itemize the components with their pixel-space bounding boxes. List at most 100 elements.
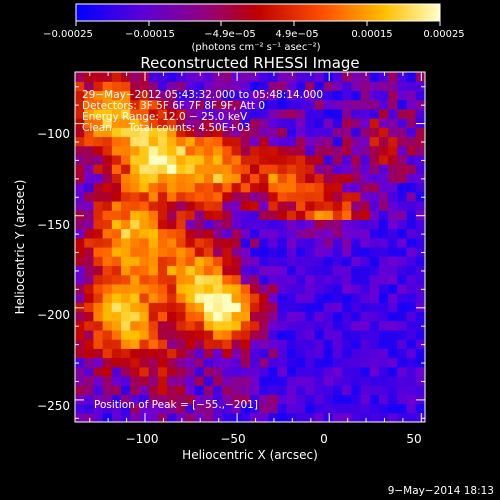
y-tick-labels: −100 −150 −200 −250 <box>37 127 70 413</box>
heatmap-cell <box>296 348 306 359</box>
heatmap-cell <box>277 200 288 211</box>
heatmap-cell <box>332 247 343 257</box>
heatmap-cell <box>203 210 214 220</box>
heatmap-cell <box>84 412 95 422</box>
heatmap-cell <box>250 118 260 128</box>
heatmap-cell <box>111 72 122 82</box>
heatmap-cell <box>351 173 362 184</box>
heatmap-cell <box>139 81 150 92</box>
heatmap-cell <box>121 81 131 92</box>
heatmap-cell <box>84 191 95 202</box>
heatmap-cell <box>139 99 150 110</box>
heatmap-cell <box>250 164 260 174</box>
heatmap-cell <box>130 256 141 267</box>
heatmap-cell <box>203 164 214 174</box>
heatmap-cell <box>176 329 187 340</box>
heatmap-cell <box>148 274 159 285</box>
heatmap-cell <box>378 348 389 359</box>
heatmap-cell <box>323 200 334 211</box>
heatmap-cell <box>111 81 122 92</box>
heatmap-cell <box>277 412 288 422</box>
heatmap-cell <box>84 219 95 230</box>
heatmap-cell <box>139 348 150 359</box>
heatmap-cell <box>360 173 371 184</box>
heatmap-cell <box>121 329 131 340</box>
heatmap-cell <box>213 394 223 405</box>
heatmap-cell <box>240 127 251 138</box>
x-tick-label: 50 <box>406 432 421 446</box>
heatmap-cell <box>213 173 223 184</box>
heatmap-cell <box>314 247 325 257</box>
heatmap-cell <box>240 219 251 230</box>
heatmap-cell <box>277 256 288 267</box>
heatmap-cell <box>259 219 270 230</box>
heatmap-cell <box>360 228 371 239</box>
heatmap-cell <box>360 200 371 211</box>
heatmap-cell <box>250 274 260 285</box>
heatmap-cell <box>296 357 306 368</box>
heatmap-cell <box>231 302 242 313</box>
heatmap-cell <box>111 154 122 165</box>
heatmap-cell <box>360 90 371 101</box>
heatmap-cell <box>351 283 362 294</box>
heatmap-cell <box>388 145 398 156</box>
heatmap-cell <box>231 357 242 368</box>
heatmap-cell <box>157 283 168 294</box>
heatmap-cell <box>250 191 260 202</box>
heatmap-cell <box>176 72 187 82</box>
heatmap-cell <box>305 72 316 82</box>
heatmap-cell <box>185 311 196 322</box>
heatmap-cell <box>351 191 362 202</box>
heatmap-cell <box>286 274 297 285</box>
heatmap-cell <box>415 403 425 414</box>
heatmap-cell <box>314 339 325 349</box>
heatmap-cell <box>259 265 270 276</box>
heatmap-cell <box>296 329 306 340</box>
heatmap-cell <box>277 348 288 359</box>
heatmap-cell <box>250 375 260 386</box>
heatmap-cell <box>213 348 223 359</box>
heatmap-cell <box>397 173 408 184</box>
heatmap-cell <box>93 302 104 313</box>
heatmap-cell <box>286 247 297 257</box>
annotation-block: 29−May−2012 05:43:32.000 to 05:48:14.000… <box>82 89 323 134</box>
heatmap-cell <box>157 219 168 230</box>
heatmap-cell <box>130 320 141 331</box>
heatmap-cell <box>388 118 398 128</box>
heatmap-cell <box>75 283 85 294</box>
heatmap-cell <box>93 154 104 165</box>
heatmap-cell <box>397 219 408 230</box>
heatmap-cell <box>296 210 306 220</box>
heatmap-cell <box>406 293 417 303</box>
heatmap-cell <box>406 108 417 119</box>
heatmap-cell <box>240 81 251 92</box>
heatmap-cell <box>415 274 425 285</box>
annotation-detectors: Detectors: 3F 5F 6F 7F 8F 9F, Att 0 <box>82 100 265 112</box>
heatmap-cell <box>194 72 205 82</box>
heatmap-cell <box>397 200 408 211</box>
heatmap-cell <box>240 108 251 119</box>
heatmap-cell <box>130 274 141 285</box>
heatmap-cell <box>314 72 325 82</box>
heatmap-cell <box>84 108 95 119</box>
heatmap-cell <box>130 127 141 138</box>
heatmap-cell <box>75 394 85 405</box>
y-tick-label: −250 <box>37 399 70 413</box>
heatmap-cell <box>93 412 104 422</box>
heatmap-cell <box>351 339 362 349</box>
heatmap-cell <box>240 200 251 211</box>
heatmap-cell <box>314 191 325 202</box>
heatmap-cell <box>406 311 417 322</box>
colorbar-tick-label: 0.00015 <box>351 29 392 40</box>
heatmap-cell <box>250 108 260 119</box>
heatmap-cell <box>102 265 113 276</box>
heatmap-cell <box>139 357 150 368</box>
heatmap-cell <box>406 357 417 368</box>
heatmap-cell <box>121 366 131 377</box>
heatmap-cell <box>157 311 168 322</box>
heatmap-cell <box>286 412 297 422</box>
heatmap-cell <box>286 154 297 165</box>
heatmap-cell <box>378 118 389 128</box>
heatmap-cell <box>259 154 270 165</box>
heatmap-cell <box>250 366 260 377</box>
